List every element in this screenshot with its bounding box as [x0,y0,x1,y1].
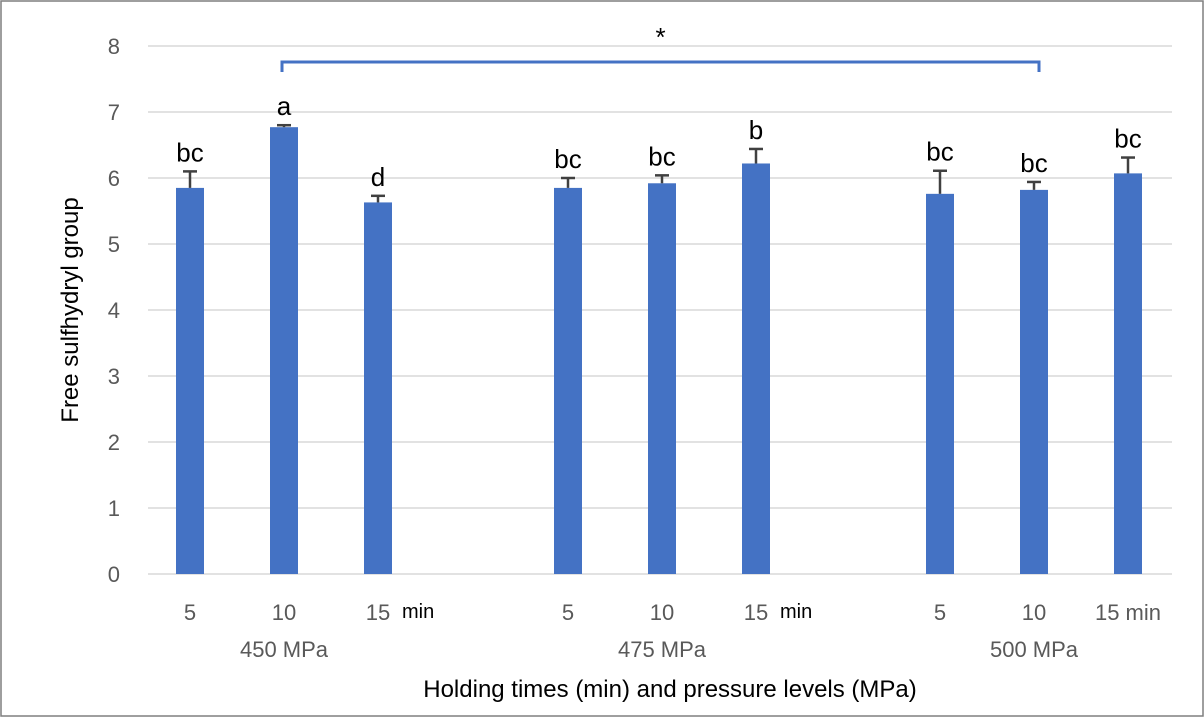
y-axis-label: Free sulfhydryl group [57,197,84,422]
significance-letter: bc [1114,124,1141,154]
x-tick-label: 15 [744,600,768,625]
y-tick-label: 1 [108,496,120,521]
y-axis-ticks: 0 1 2 3 4 5 6 7 8 [108,34,120,587]
significance-bracket: * [280,22,1041,72]
significance-letter: a [277,91,292,121]
significance-letter: bc [554,144,581,174]
x-tick-label: 10 [272,600,296,625]
significance-letter: bc [176,137,203,167]
y-tick-label: 0 [108,562,120,587]
bars [176,123,1142,575]
y-tick-label: 6 [108,166,120,191]
bar [364,202,392,575]
x-unit-label: min [402,601,434,623]
x-group-label: 500 MPa [990,637,1079,662]
bar [1114,173,1142,574]
x-tick-label: 10 [650,600,674,625]
bracket-asterisk: * [655,22,665,52]
bar [926,193,954,574]
significance-letter: b [749,115,763,145]
x-axis-ticks: 5 10 15 min 450 MPa 5 10 15 min 475 MPa 5 10 15 min 5… [184,600,1161,662]
bar-labels: bc a d bc bc b bc bc bc [176,91,1141,192]
x-axis-label: Holding times (min) and pressure levels … [423,676,917,703]
bracket-line [280,60,1041,72]
bar [1020,189,1048,574]
bar [554,187,582,574]
significance-letter: d [371,162,385,192]
y-tick-label: 8 [108,34,120,59]
significance-letter: bc [648,141,675,171]
y-tick-label: 3 [108,364,120,389]
x-tick-label: 15 min [1095,600,1161,625]
y-tick-label: 2 [108,430,120,455]
x-group-label: 450 MPa [240,637,329,662]
x-unit-label: min [780,601,812,623]
x-tick-label: 5 [562,600,574,625]
x-group-label: 475 MPa [618,637,707,662]
gridlines [148,45,1172,575]
significance-letter: bc [926,137,953,167]
y-tick-label: 7 [108,100,120,125]
bar [176,187,204,574]
significance-letter: bc [1020,148,1047,178]
x-tick-label: 10 [1022,600,1046,625]
x-tick-label: 15 [366,600,390,625]
x-tick-label: 5 [184,600,196,625]
x-tick-label: 5 [934,600,946,625]
y-tick-label: 5 [108,232,120,257]
y-tick-label: 4 [108,298,120,323]
bar [742,163,770,575]
bar [648,183,676,574]
bar [270,127,298,575]
